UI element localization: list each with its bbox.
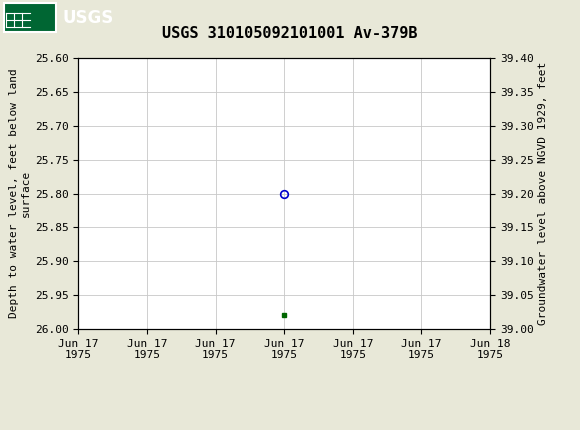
FancyBboxPatch shape (4, 3, 56, 32)
Text: USGS 310105092101001 Av-379B: USGS 310105092101001 Av-379B (162, 26, 418, 41)
Text: USGS: USGS (62, 9, 113, 27)
Legend: Period of approved data: Period of approved data (183, 427, 385, 430)
Y-axis label: Groundwater level above NGVD 1929, feet: Groundwater level above NGVD 1929, feet (538, 62, 548, 325)
Y-axis label: Depth to water level, feet below land
surface: Depth to water level, feet below land su… (9, 69, 31, 318)
